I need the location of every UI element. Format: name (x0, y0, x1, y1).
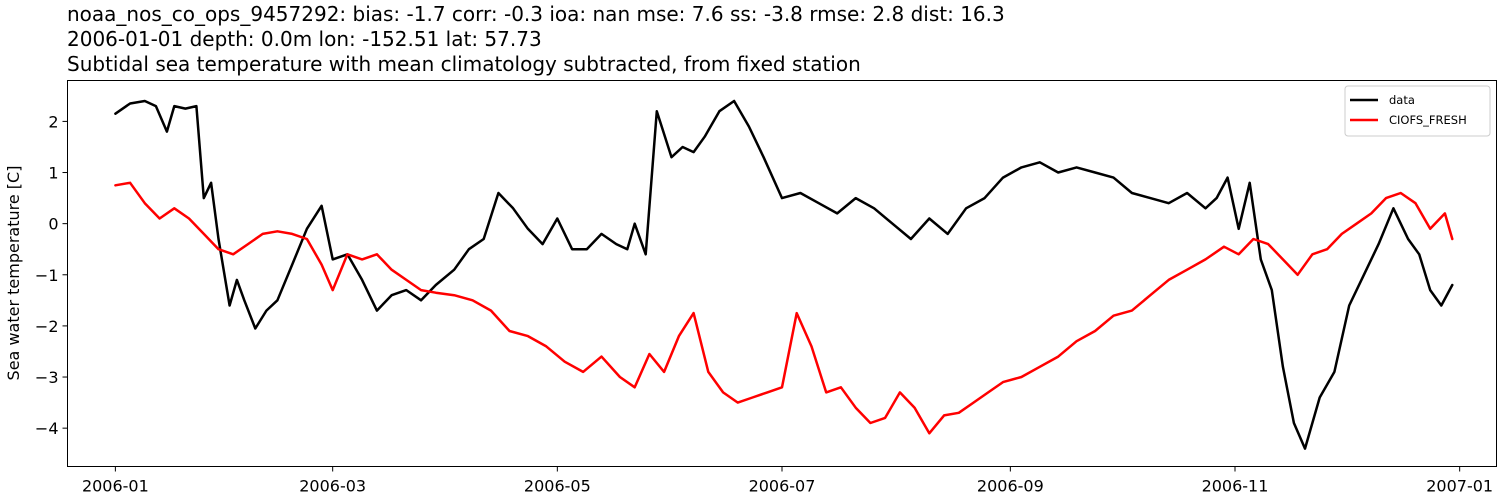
y-tick-label: −2 (35, 317, 59, 336)
series-line-ciofs-fresh (114, 181, 1454, 435)
plot-frame (67, 80, 1497, 467)
x-tick-label: 2006-07 (749, 477, 816, 496)
y-tick-label: −3 (35, 368, 59, 387)
legend-label-data: data (1389, 93, 1415, 107)
y-axis-label: Sea water temperature [C] (4, 166, 23, 381)
x-tick-label: 2006-09 (977, 477, 1044, 496)
x-tick-label: 2006-01 (82, 477, 149, 496)
x-tick-label: 2006-03 (299, 477, 366, 496)
chart-title-line-2: 2006-01-01 depth: 0.0m lon: -152.51 lat:… (67, 27, 542, 51)
y-axis: 2 1 0 −1 −2 −3 −4 (35, 112, 68, 438)
legend: data CIOFS_FRESH (1344, 85, 1491, 137)
x-tick-label: 2007-01 (1426, 477, 1493, 496)
y-tick-label: 2 (48, 112, 58, 131)
legend-label-ciofs-fresh: CIOFS_FRESH (1389, 113, 1467, 127)
y-tick-label: −4 (35, 419, 59, 438)
series-layer (114, 99, 1454, 450)
y-tick-label: −1 (35, 266, 59, 285)
y-tick-label: 0 (48, 215, 58, 234)
x-axis: 2006-01 2006-03 2006-05 2006-07 2006-09 2006-… (82, 466, 1493, 496)
y-tick-label: 1 (48, 164, 58, 183)
legend-box (1344, 85, 1491, 137)
x-tick-label: 2006-11 (1202, 477, 1269, 496)
chart-title-line-1: noaa_nos_co_ops_9457292: bias: -1.7 corr… (67, 2, 1005, 26)
series-line-data (114, 99, 1454, 450)
chart-title-line-3: Subtidal sea temperature with mean clima… (67, 52, 861, 76)
chart-title-block: noaa_nos_co_ops_9457292: bias: -1.7 corr… (67, 2, 1005, 77)
x-tick-label: 2006-05 (524, 477, 591, 496)
